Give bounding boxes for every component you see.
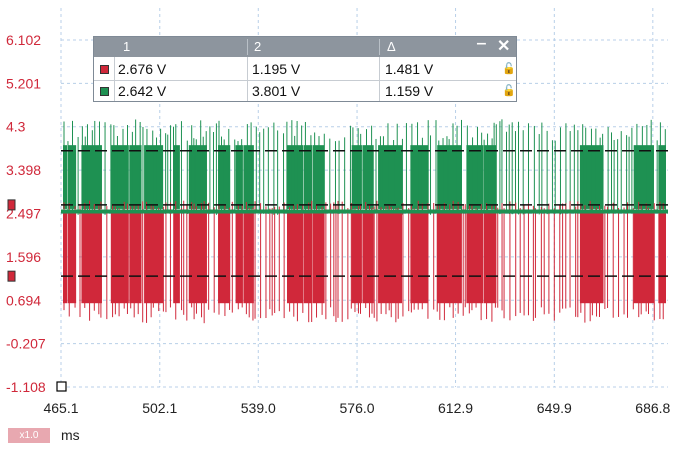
trace-block [235,210,243,304]
measurement-header[interactable]: 1 2 Δ ‒ ✕ [94,35,516,57]
trace-block [188,210,207,304]
red-delta: 1.481 V [385,61,434,77]
y-tick-label: 1.596 [6,249,41,265]
green-trace [63,119,666,215]
trace-block [81,145,102,209]
trace-block [633,145,654,209]
y-tick-label: 6.102 [6,32,41,48]
trace-block [378,145,403,209]
trace-block [303,210,313,304]
ruler-handle-icon[interactable] [7,270,16,282]
red-value-2: 1.195 V [252,61,301,77]
trace-block [351,210,362,304]
trace-block [235,145,243,209]
ruler-handle-icon[interactable] [7,199,16,211]
x-tick-label: 649.9 [537,400,572,416]
y-tick-label: 3.398 [6,162,41,178]
green-value-2: 3.801 V [252,83,301,99]
trace-block [658,145,666,209]
x-tick-label: 576.0 [340,400,375,416]
y-tick-label: 0.694 [6,292,41,308]
trace-block [81,210,102,304]
trace-block [243,145,254,209]
x-tick-label: 612.9 [438,400,473,416]
trace-block [286,210,304,304]
lock-icon[interactable]: 🔓 [502,85,516,97]
trace-block [110,210,129,304]
trace-block [466,145,484,209]
x-axis-ticks: 465.1 502.1 539.0 576.0 612.9 649.9 686.8 [43,400,670,416]
measurement-row-red: 2.676 V 1.195 V 1.481 V 🔓 [94,58,516,80]
trace-block [312,210,325,304]
origin-marker-icon[interactable] [56,381,67,392]
y-axis-ticks: 6.1025.2014.33.3982.4971.5960.694-0.207-… [6,32,46,395]
measurement-panel: 1 2 Δ ‒ ✕ 2.676 V 1.195 V 1.481 V 🔓 2.64… [93,35,517,102]
x-tick-label: 686.8 [635,400,670,416]
trace-block [658,210,666,304]
minimize-icon[interactable]: ‒ [477,35,486,52]
green-delta: 1.159 V [385,83,434,99]
y-tick-label: 5.201 [6,75,41,91]
col-header-2: 2 [254,39,262,54]
ruler-markers [7,199,67,392]
x-tick-label: 539.0 [241,400,276,416]
trace-block [173,210,180,304]
trace-block [410,210,429,304]
traces [61,119,668,324]
trace-block [466,210,484,304]
y-tick-label: -0.207 [6,336,46,352]
col-header-1: 1 [123,39,131,54]
trace-block [410,145,429,209]
trace-block [173,145,180,209]
trace-block [362,145,374,209]
trace-block [483,145,497,209]
close-icon[interactable]: ✕ [497,38,511,55]
x-unit-label: ms [61,427,80,443]
red-value-1: 2.676 V [118,61,167,77]
lock-icon[interactable]: 🔓 [502,63,516,75]
trace-block [63,210,68,304]
trace-block [351,145,362,209]
trace-block [483,210,497,304]
green-channel-swatch-icon [100,87,109,96]
trace-block [579,210,604,304]
y-tick-label: -1.108 [6,379,46,395]
trace-block [303,145,313,209]
trace-block [243,210,254,304]
trace-block [63,145,68,209]
trace-block [188,145,207,209]
measurement-row-green: 2.642 V 3.801 V 1.159 V 🔓 [94,80,516,102]
col-header-delta: Δ [387,39,396,54]
trace-block [144,145,164,209]
trace-block [110,145,129,209]
trace-block [67,145,77,209]
trace-block [362,210,374,304]
trace-block [633,210,654,304]
green-baseline [61,209,668,214]
trace-block [218,210,231,304]
red-channel-swatch-icon [100,65,109,74]
x-tick-label: 502.1 [142,400,177,416]
trace-block [67,210,77,304]
zoom-badge[interactable]: x1.0 [8,428,50,443]
green-value-1: 2.642 V [118,83,167,99]
y-tick-label: 4.3 [6,119,26,135]
red-trace [63,200,666,324]
x-tick-label: 465.1 [43,400,78,416]
